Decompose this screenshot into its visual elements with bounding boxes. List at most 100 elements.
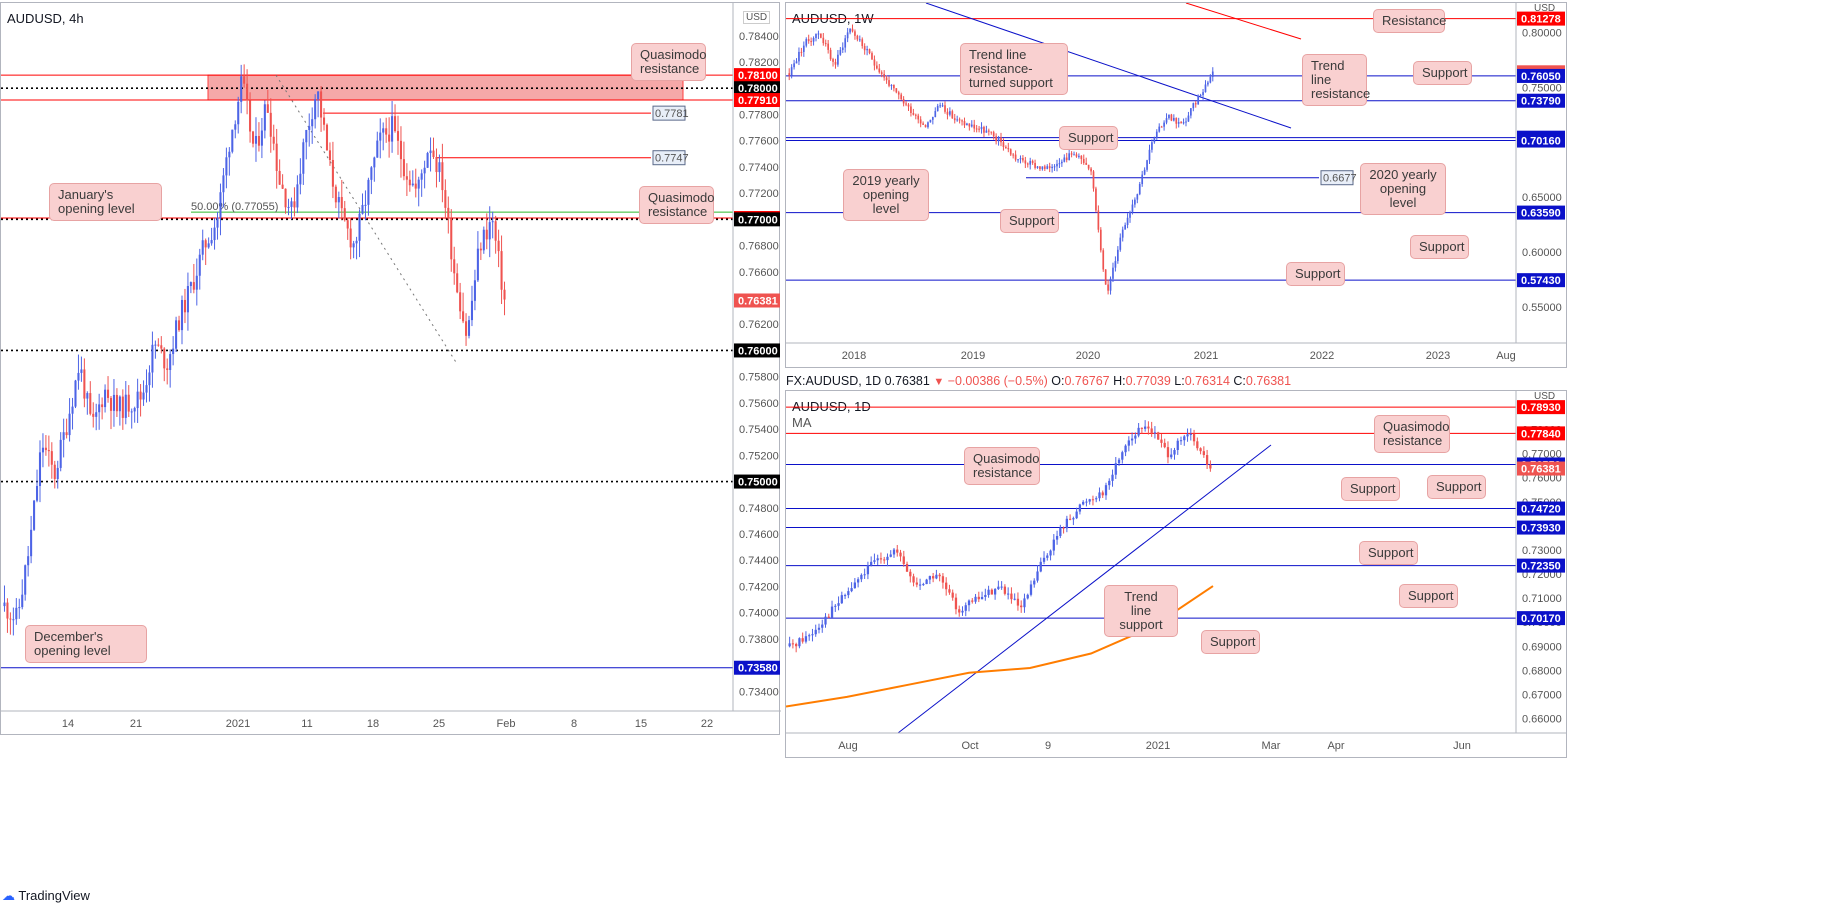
candle-body xyxy=(281,184,284,189)
candle-body xyxy=(827,43,830,50)
time-tick-label: 11 xyxy=(301,718,312,730)
candle-body xyxy=(352,243,355,248)
candle-body xyxy=(6,602,9,619)
price-level-tag-label: 0.72350 xyxy=(1521,561,1561,573)
candle-body xyxy=(216,217,219,228)
candle-body xyxy=(83,369,86,399)
candle-body xyxy=(408,179,411,186)
candle-body xyxy=(1065,518,1069,529)
candle-body xyxy=(863,46,866,51)
candle-body xyxy=(24,565,27,595)
price-level-tag-label: 0.77840 xyxy=(1521,428,1561,440)
candle-body xyxy=(1098,492,1101,499)
candle-body xyxy=(876,558,879,561)
candle-body xyxy=(89,393,92,414)
candle-body xyxy=(1192,103,1195,109)
candle-body xyxy=(1126,217,1129,225)
candle-body xyxy=(109,397,113,411)
candle-body xyxy=(1112,267,1114,279)
candle-body xyxy=(15,607,18,620)
candle-body xyxy=(92,413,95,417)
candle-body xyxy=(1165,118,1168,123)
candle-body xyxy=(1000,586,1003,588)
candle-body xyxy=(1202,451,1205,456)
candle-body xyxy=(817,627,821,630)
candle-body xyxy=(973,124,976,129)
candle-body xyxy=(1104,485,1108,496)
price-level-tag-label: 0.75000 xyxy=(738,477,778,489)
candle-body xyxy=(379,132,382,141)
chart-panel-1d[interactable]: AUDUSD, 1D MA USD 0.790000.780000.770000… xyxy=(785,390,1567,758)
candle-body xyxy=(485,229,488,240)
callout-december-opening-level: December's opening level xyxy=(25,625,147,663)
callout-support-1: Support xyxy=(1427,475,1486,499)
time-tick-label: 2021 xyxy=(1194,350,1218,362)
callout-2019-yearly-opening-level: 2019 yearly opening level xyxy=(843,169,929,221)
candle-body xyxy=(1082,501,1085,505)
callout-support-2: Support xyxy=(1059,126,1118,150)
candle-body xyxy=(33,500,36,530)
candle-body xyxy=(1056,163,1058,167)
candle-body xyxy=(30,529,33,557)
candle-body xyxy=(337,197,340,203)
candle-body xyxy=(1182,122,1185,124)
candle-body xyxy=(308,126,311,131)
candle-body xyxy=(912,112,915,115)
candle-body xyxy=(127,394,130,412)
candle-body xyxy=(1107,284,1109,291)
tradingview-logo[interactable]: ☁ TradingView xyxy=(2,888,90,904)
candle-body xyxy=(444,190,447,208)
candle-body xyxy=(814,629,817,635)
price-level-tag-label: 0.78000 xyxy=(738,83,778,95)
candle-body xyxy=(980,126,983,130)
candle-body xyxy=(1166,447,1170,458)
chart-title: AUDUSD, 1D xyxy=(792,399,871,414)
low-value: 0.76314 xyxy=(1184,374,1230,388)
candle-body xyxy=(503,289,506,300)
candle-body xyxy=(858,39,861,41)
candle-body xyxy=(987,589,990,595)
candle-body xyxy=(977,596,980,600)
candle-body xyxy=(482,229,485,251)
candle-body xyxy=(1068,153,1071,160)
minor-level-box xyxy=(1320,170,1354,186)
candle-body xyxy=(844,38,847,48)
price-level-tag-label: 0.73930 xyxy=(1521,523,1561,535)
candle-body xyxy=(1147,426,1150,429)
candle-body xyxy=(325,124,329,151)
candle-body xyxy=(1130,438,1134,441)
candle-body xyxy=(260,130,263,146)
candle-body xyxy=(1172,117,1175,121)
candle-body xyxy=(1104,269,1107,285)
candle-body xyxy=(896,549,899,553)
candle-body xyxy=(1168,114,1170,119)
candle-body xyxy=(343,208,346,221)
candle-body xyxy=(1049,550,1052,556)
time-tick-label: Apr xyxy=(1327,740,1344,752)
candle-body xyxy=(35,485,39,501)
time-tick-label: 15 xyxy=(635,718,647,730)
candle-body xyxy=(1197,95,1200,105)
candle-body xyxy=(1180,122,1182,124)
candle-body xyxy=(334,186,337,203)
candle-body xyxy=(1078,155,1080,157)
candle-body xyxy=(922,584,925,586)
candle-body xyxy=(1209,76,1212,83)
candle-body xyxy=(364,204,367,206)
candle-body xyxy=(405,176,408,180)
candle-body xyxy=(1186,434,1189,437)
price-tick-label: 0.69000 xyxy=(1522,641,1562,653)
candle-body xyxy=(1048,166,1051,169)
candle-body xyxy=(154,344,157,346)
chart-panel-4h[interactable]: AUDUSD, 4h USD 0.7781 0.7747 50.00% (0.770… xyxy=(0,2,781,735)
candle-body xyxy=(821,624,824,628)
candle-body xyxy=(488,222,491,240)
chart-panel-1w[interactable]: AUDUSD, 1W USD 0.66770.800000.750000.700… xyxy=(785,2,1567,368)
candle-body xyxy=(266,104,269,113)
candle-body xyxy=(1023,598,1026,608)
candle-body xyxy=(1189,433,1192,435)
candle-body xyxy=(183,299,187,313)
candle-body xyxy=(1150,428,1153,434)
candle-body xyxy=(1087,164,1090,169)
callout-trend-line-resistance: Trend line resistance xyxy=(1302,54,1370,106)
